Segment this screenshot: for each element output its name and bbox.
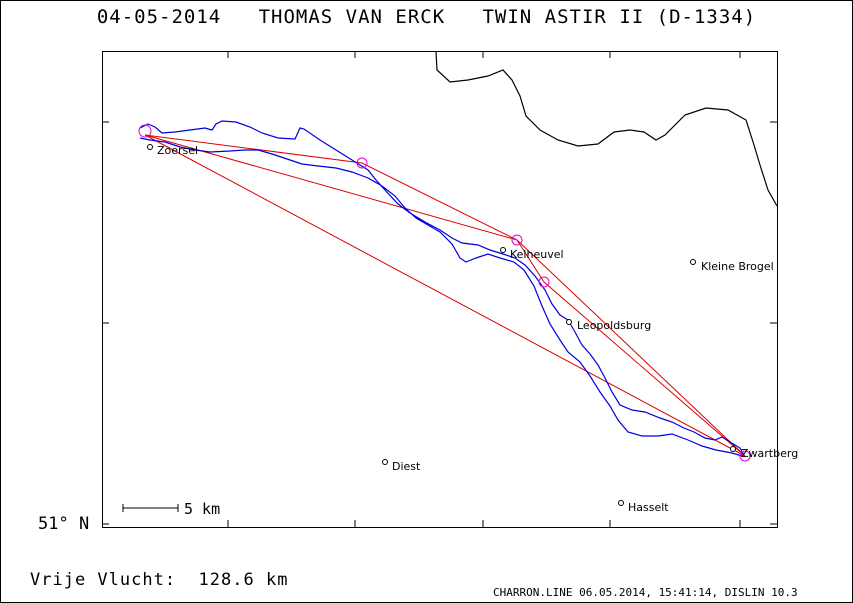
- distance-summary: Vrije Vlucht: 128.6 km: [30, 570, 288, 590]
- town-marker-zoersel: [147, 144, 153, 150]
- distance-value: 128.6 km: [198, 570, 289, 590]
- town-label-kelheuvel: Kelheuvel: [510, 248, 564, 261]
- scale-bar: [122, 504, 179, 512]
- latitude-label: 51° N: [38, 514, 90, 534]
- credits-line: CHARRON.LINE 06.05.2014, 15:41:14, DISLI…: [493, 586, 798, 599]
- town-markers: [147, 144, 736, 506]
- town-label-leopoldsburg: Leopoldsburg: [577, 319, 652, 332]
- town-marker-kelheuvel: [500, 247, 506, 253]
- town-label-zoersel: Zoersel: [157, 144, 199, 157]
- map-frame: [102, 51, 778, 528]
- country-border: [435, 51, 778, 207]
- town-label-zwartberg: Zwartberg: [741, 447, 799, 460]
- town-label-hasselt: Hasselt: [628, 501, 669, 514]
- frame-ticks: [102, 51, 777, 527]
- glider-type: TWIN ASTIR II (D-1334): [482, 6, 757, 28]
- turnpoint-3: [538, 276, 550, 288]
- task-lines: [144, 134, 746, 457]
- town-label-diest: Diest: [392, 460, 421, 473]
- turnpoint-2: [511, 234, 523, 246]
- town-marker-kleine-brogel: [690, 259, 696, 265]
- flight-date: 04-05-2014: [96, 6, 222, 28]
- pilot-name: THOMAS VAN ERCK: [258, 6, 446, 28]
- flight-track: [139, 120, 745, 457]
- town-marker-zwartberg: [730, 446, 736, 452]
- town-marker-hasselt: [618, 500, 624, 506]
- turnpoint-finish: [739, 450, 751, 462]
- distance-label: Vrije Vlucht:: [30, 570, 177, 590]
- turnpoint-start: [138, 124, 152, 138]
- flight-title: 04-05-2014 THOMAS VAN ERCK TWIN ASTIR II…: [0, 6, 853, 28]
- town-marker-diest: [382, 459, 388, 465]
- turnpoints: [138, 124, 751, 462]
- scale-label: 5 km: [184, 500, 221, 518]
- town-marker-leopoldsburg: [566, 319, 572, 325]
- town-label-kleine-brogel: Kleine Brogel: [701, 260, 774, 273]
- turnpoint-1: [356, 157, 368, 169]
